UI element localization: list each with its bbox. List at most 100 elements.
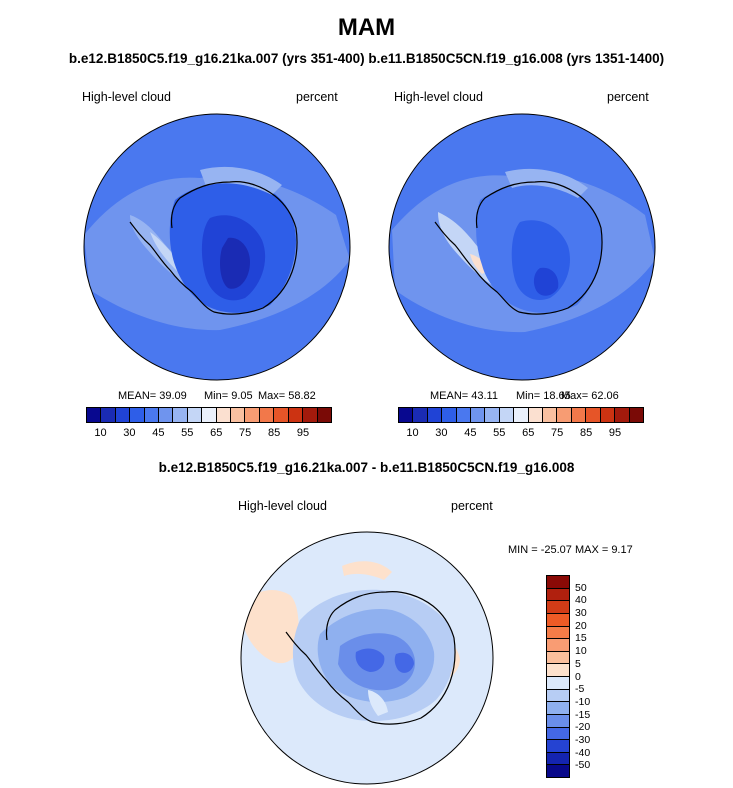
right-colorbar-swatch	[629, 408, 643, 422]
right-colorbar-swatch	[399, 408, 414, 422]
left-colorbar-swatch	[173, 408, 188, 422]
diff-colorbar-swatch	[547, 740, 569, 753]
diff-warm-north	[342, 561, 392, 580]
right-colorbar-tick-label: 45	[464, 427, 477, 439]
right-colorbar-swatch	[571, 408, 587, 422]
right-colorbar-tick-label: 75	[551, 427, 564, 439]
left-antarctica-deep	[220, 237, 250, 289]
left-mean-stat: MEAN= 39.09	[118, 390, 187, 402]
right-min-stat: Min= 18.65	[516, 390, 571, 402]
right-colorbar-swatch	[586, 408, 601, 422]
diff-colorbar-tick-label: -30	[575, 733, 591, 746]
diff-colorbar-swatch	[547, 702, 569, 715]
right-max-stat: Max= 62.06	[561, 390, 619, 402]
left-colorbar-swatch	[303, 408, 318, 422]
diff-colorbar-swatch	[547, 626, 569, 640]
diff-colorbar-swatch	[547, 651, 569, 665]
right-pale-patch	[505, 168, 588, 198]
diff-colorbar-swatch	[547, 576, 569, 589]
diff-colorbar-swatch	[547, 765, 569, 777]
right-colorbar-swatch	[499, 408, 515, 422]
diff-variable-label: High-level cloud	[238, 499, 327, 513]
right-colorbar-tick-label: 95	[608, 427, 622, 439]
left-colorbar-swatch	[101, 408, 116, 422]
left-min-stat: Min= 9.05	[204, 390, 253, 402]
right-colorbar-swatch	[543, 408, 558, 422]
left-colorbar-tick-label: 85	[267, 427, 281, 439]
right-colorbar-tick-label: 30	[435, 427, 448, 439]
figure-title: MAM	[337, 14, 396, 41]
diff-minmax-stat: MIN = -25.07 MAX = 9.17	[508, 544, 633, 556]
diff-colorbar-swatch	[547, 689, 569, 703]
left-colorbar-swatch	[202, 408, 217, 422]
right-variable-label: High-level cloud	[394, 90, 483, 104]
diff-colorbar-tick-label: 30	[575, 607, 587, 620]
diff-pale-tongue	[368, 690, 388, 716]
diff-colorbar-tick-label: 50	[575, 581, 587, 594]
diff-colorbar-tick-label: 15	[575, 632, 587, 645]
right-colorbar-swatch	[557, 408, 572, 422]
difference-title: b.e12.B1850C5.f19_g16.21ka.007 - b.e11.B…	[158, 460, 575, 475]
diff-warm-west	[241, 590, 300, 664]
left-colorbar-swatch	[317, 408, 331, 422]
left-colorbar-swatch	[274, 408, 289, 422]
diff-colorbar-swatch	[547, 677, 569, 690]
left-colorbar-swatch	[187, 408, 203, 422]
diff-colorbar-tick-label: -40	[575, 746, 591, 759]
left-colorbar-swatch	[216, 408, 232, 422]
right-colorbar-tick-label: 65	[522, 427, 535, 439]
right-colorbar-swatch	[442, 408, 457, 422]
right-coastline	[434, 181, 603, 315]
diff-colorbar-swatch	[547, 601, 569, 614]
left-colorbar-swatch	[87, 408, 102, 422]
left-colorbar-tick-label: 65	[210, 427, 223, 439]
left-colorbar-tick-label: 30	[123, 427, 136, 439]
left-colorbar-swatch	[231, 408, 246, 422]
diff-colorbar-tick-label: -15	[575, 708, 591, 721]
diff-colorbar-tick-label: 20	[575, 619, 587, 632]
left-max-stat: Max= 58.82	[258, 390, 316, 402]
diff-colorbar-tick-label: -5	[575, 683, 585, 696]
left-colorbar-swatch	[144, 408, 160, 422]
diff-colorbar-swatch	[547, 727, 569, 741]
diff-coastline	[285, 591, 456, 725]
diff-colorbar-tick-label: -10	[575, 695, 591, 708]
diff-colorbar-swatch	[547, 639, 569, 652]
left-colorbar-swatch	[159, 408, 174, 422]
diff-units-label: percent	[451, 499, 493, 513]
right-colorbar-tick-label: 85	[579, 427, 593, 439]
diff-colorbar-swatch	[547, 752, 569, 766]
right-colorbar-tick-label: 10	[406, 427, 419, 439]
right-colorbar-swatch	[600, 408, 616, 422]
diff-colorbar-tick-label: -50	[575, 759, 591, 772]
left-variable-label: High-level cloud	[82, 90, 171, 104]
diff-colorbar-swatch	[547, 613, 569, 627]
right-colorbar-swatch	[471, 408, 486, 422]
right-colorbar-swatch	[615, 408, 630, 422]
right-colorbar-swatch	[456, 408, 472, 422]
left-units-label: percent	[296, 90, 338, 104]
right-colorbar-swatch	[427, 408, 443, 422]
right-colorbar-swatch	[514, 408, 529, 422]
right-colorbar-swatch	[413, 408, 428, 422]
left-colorbar-tick-label: 75	[239, 427, 252, 439]
left-colorbar-swatch	[115, 408, 131, 422]
diff-colorbar-tick-label: 0	[575, 670, 581, 683]
left-colorbar-tick-label: 45	[152, 427, 165, 439]
diff-colorbar-swatch	[547, 664, 569, 677]
diff-colorbar-tick-label: 40	[575, 594, 587, 607]
diff-cool-deep-a	[355, 648, 385, 672]
right-colorbar-tick-label: 55	[493, 427, 506, 439]
right-colorbar-ticks: 10 30 45 55 65 75 85 95	[398, 427, 644, 441]
left-colorbar-swatch	[130, 408, 145, 422]
left-colorbar	[86, 407, 332, 423]
left-colorbar-ticks: 10 30 45 55 65 75 85 95	[86, 427, 332, 441]
diff-colorbar-ticks: 50 40 30 20 15 10 5 0 -5 -10 -15 -20 -30 -40 -50	[575, 575, 605, 778]
diff-colorbar-tick-label: -20	[575, 721, 591, 734]
diff-colorbar	[546, 575, 570, 778]
left-colorbar-swatch	[245, 408, 260, 422]
left-coastline	[129, 181, 298, 315]
